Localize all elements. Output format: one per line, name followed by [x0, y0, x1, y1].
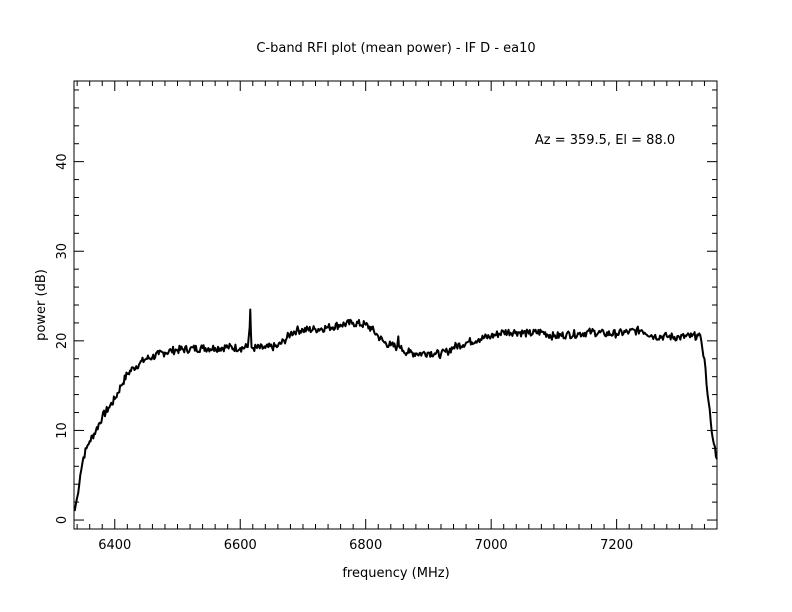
x-axis-label: frequency (MHz) [342, 566, 449, 581]
y-axis-label: power (dB) [34, 269, 49, 341]
x-tick-label: 7200 [600, 538, 633, 553]
y-tick-label: 40 [55, 153, 70, 170]
y-tick-label: 0 [55, 516, 70, 524]
x-tick-label: 7000 [475, 538, 508, 553]
x-tick-label: 6400 [98, 538, 131, 553]
y-tick-label: 30 [55, 243, 70, 260]
y-tick-label: 10 [55, 422, 70, 439]
axis-tick-labels: 6400 6600 6800 7000 7200 0 10 20 30 40 [55, 153, 633, 553]
chart-title: C-band RFI plot (mean power) - IF D - ea… [256, 41, 535, 56]
x-tick-label: 6800 [349, 538, 382, 553]
az-el-annotation: Az = 359.5, El = 88.0 [535, 133, 675, 148]
x-tick-label: 6600 [224, 538, 257, 553]
y-tick-label: 20 [55, 333, 70, 350]
axis-ticks [74, 81, 718, 529]
plot-frame [73, 80, 718, 530]
series-line-power [73, 308, 718, 512]
